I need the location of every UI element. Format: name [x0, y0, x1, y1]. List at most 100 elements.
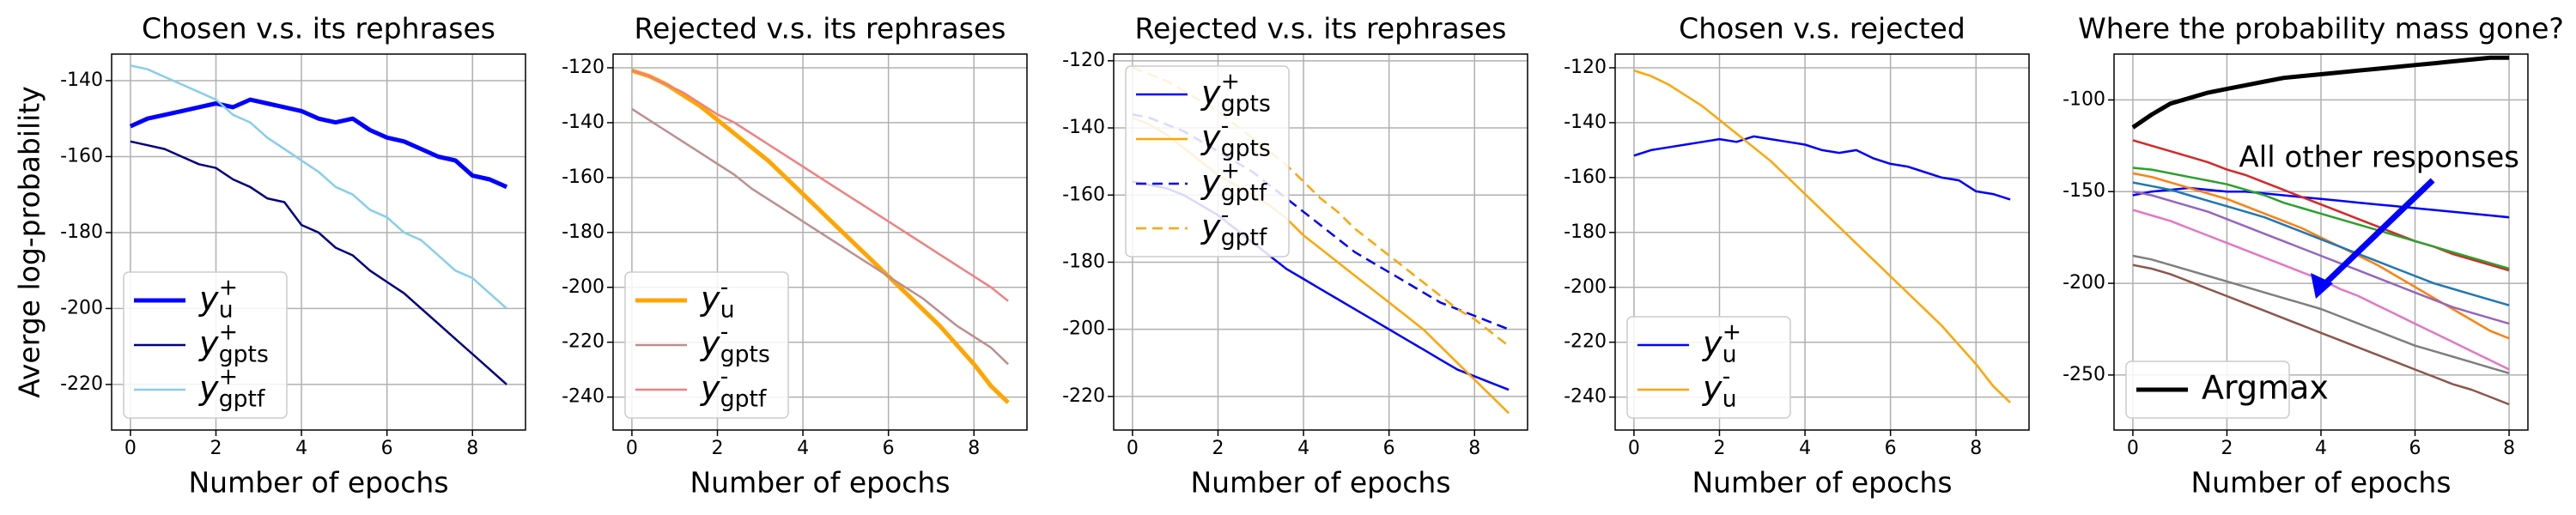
- plot-frame: [1614, 53, 2030, 431]
- x-tick-label: 2: [1212, 438, 1224, 459]
- series-line: [2132, 186, 2510, 219]
- x-axis-label: Number of epochs: [2190, 466, 2451, 500]
- y-tick-label: -160: [562, 167, 605, 188]
- y-tick-label: -140: [562, 112, 605, 133]
- y-tick-label: -240: [562, 386, 605, 408]
- y-tick-label: -160: [1564, 167, 1607, 188]
- x-tick-label: 6: [2409, 438, 2421, 459]
- y-tick-label: -140: [60, 70, 103, 91]
- series-line: [130, 64, 507, 310]
- chart-title: Rejected v.s. its rephrases: [635, 12, 1006, 45]
- x-axis-label: Number of epochs: [188, 466, 448, 500]
- y-tick-label: -200: [562, 276, 605, 298]
- plot-frame: [111, 53, 526, 431]
- x-tick-label: 2: [210, 438, 222, 459]
- legend-box: [123, 271, 288, 419]
- plot-frame: [1113, 53, 1528, 431]
- plot-frame: [612, 53, 1028, 431]
- legend-label: y+ u: [1702, 318, 1741, 367]
- y-tick-label: -140: [1564, 112, 1607, 133]
- x-tick-label: 8: [1468, 438, 1480, 459]
- x-tick-label: 0: [2127, 438, 2139, 459]
- chart-title: Chosen v.s. its rephrases: [142, 12, 495, 45]
- y-tick-label: -180: [1062, 251, 1105, 272]
- legend-label: y+ u: [198, 274, 238, 323]
- series-line: [631, 68, 1010, 404]
- y-tick-label: -200: [2063, 272, 2105, 294]
- series-line: [2132, 264, 2510, 406]
- x-tick-label: 4: [1799, 438, 1811, 459]
- y-tick-label: -250: [2063, 364, 2105, 385]
- y-tick-label: -220: [1062, 385, 1105, 407]
- x-tick-label: 2: [711, 438, 723, 459]
- y-tick-label: -220: [60, 373, 103, 395]
- y-tick-label: -220: [562, 331, 605, 353]
- y-tick-label: -220: [1564, 331, 1607, 353]
- series-line: [2131, 55, 2510, 130]
- legend-label: y+ gptf: [1200, 157, 1267, 206]
- y-tick-label: -240: [1564, 386, 1607, 408]
- x-tick-label: 4: [1297, 438, 1309, 459]
- series-line: [129, 97, 508, 190]
- x-tick-label: 8: [466, 438, 478, 459]
- y-tick-label: -150: [2063, 180, 2105, 202]
- legend-box: [1125, 65, 1290, 258]
- x-tick-label: 8: [2503, 438, 2515, 459]
- x-tick-label: 2: [2221, 438, 2233, 459]
- y-tick-label: -200: [1564, 276, 1607, 298]
- x-tick-label: 6: [381, 438, 393, 459]
- x-tick-label: 8: [968, 438, 980, 459]
- x-tick-label: 6: [1885, 438, 1897, 459]
- y-tick-label: -200: [1062, 318, 1105, 340]
- annotation: All other responses: [2239, 141, 2520, 175]
- chart-title: Where the probability mass gone?: [2078, 12, 2564, 45]
- legend-label: y-u: [700, 274, 735, 323]
- y-axis-label: Averge log-probability: [13, 86, 46, 397]
- y-tick-label: -120: [1564, 57, 1607, 78]
- y-tick-label: -100: [2063, 88, 2105, 110]
- legend-label: y-gptf: [700, 363, 767, 412]
- legend-box: [2125, 360, 2290, 419]
- x-tick-label: 0: [626, 438, 638, 459]
- plot-frame: [2113, 53, 2529, 431]
- x-tick-label: 0: [1127, 438, 1139, 459]
- legend-label: y-u: [1702, 363, 1737, 412]
- x-tick-label: 0: [125, 438, 137, 459]
- y-tick-label: -120: [562, 57, 605, 78]
- x-tick-label: 2: [1713, 438, 1725, 459]
- x-tick-label: 6: [1383, 438, 1395, 459]
- annotation-arrowhead: [2311, 273, 2333, 299]
- chart-title: Rejected v.s. its rephrases: [1135, 12, 1507, 45]
- legend-label: y-gpts: [1200, 112, 1271, 161]
- x-tick-label: 0: [1628, 438, 1640, 459]
- x-tick-label: 6: [883, 438, 895, 459]
- legend-label: y-gptf: [1200, 202, 1267, 251]
- x-axis-label: Number of epochs: [690, 466, 950, 500]
- x-axis-label: Number of epochs: [1190, 466, 1450, 500]
- x-tick-label: 4: [295, 438, 307, 459]
- series-line: [631, 70, 1009, 302]
- legend-box: [1626, 316, 1791, 419]
- series-line: [2132, 167, 2510, 270]
- y-tick-label: -140: [1062, 117, 1105, 138]
- legend-label: y+ gptf: [198, 363, 265, 412]
- x-axis-label: Number of epochs: [1692, 466, 1952, 500]
- y-tick-label: -180: [60, 221, 103, 243]
- annotation-arrow: [2318, 178, 2435, 290]
- series-line: [1633, 70, 2011, 403]
- legend-label: y-gpts: [700, 318, 770, 367]
- y-tick-label: -160: [60, 145, 103, 167]
- legend-box: [624, 271, 789, 419]
- x-tick-label: 8: [1970, 438, 1982, 459]
- legend-label: y+ gpts: [198, 318, 269, 367]
- y-tick-label: -200: [60, 297, 103, 318]
- series-line: [2132, 254, 2510, 374]
- series-line: [631, 107, 1009, 366]
- series-line: [2132, 139, 2510, 272]
- legend-label: Argmax: [2202, 369, 2329, 407]
- y-tick-label: -180: [562, 221, 605, 243]
- y-tick-label: -180: [1564, 221, 1607, 243]
- series-line: [1633, 135, 2011, 201]
- y-tick-label: -160: [1062, 184, 1105, 205]
